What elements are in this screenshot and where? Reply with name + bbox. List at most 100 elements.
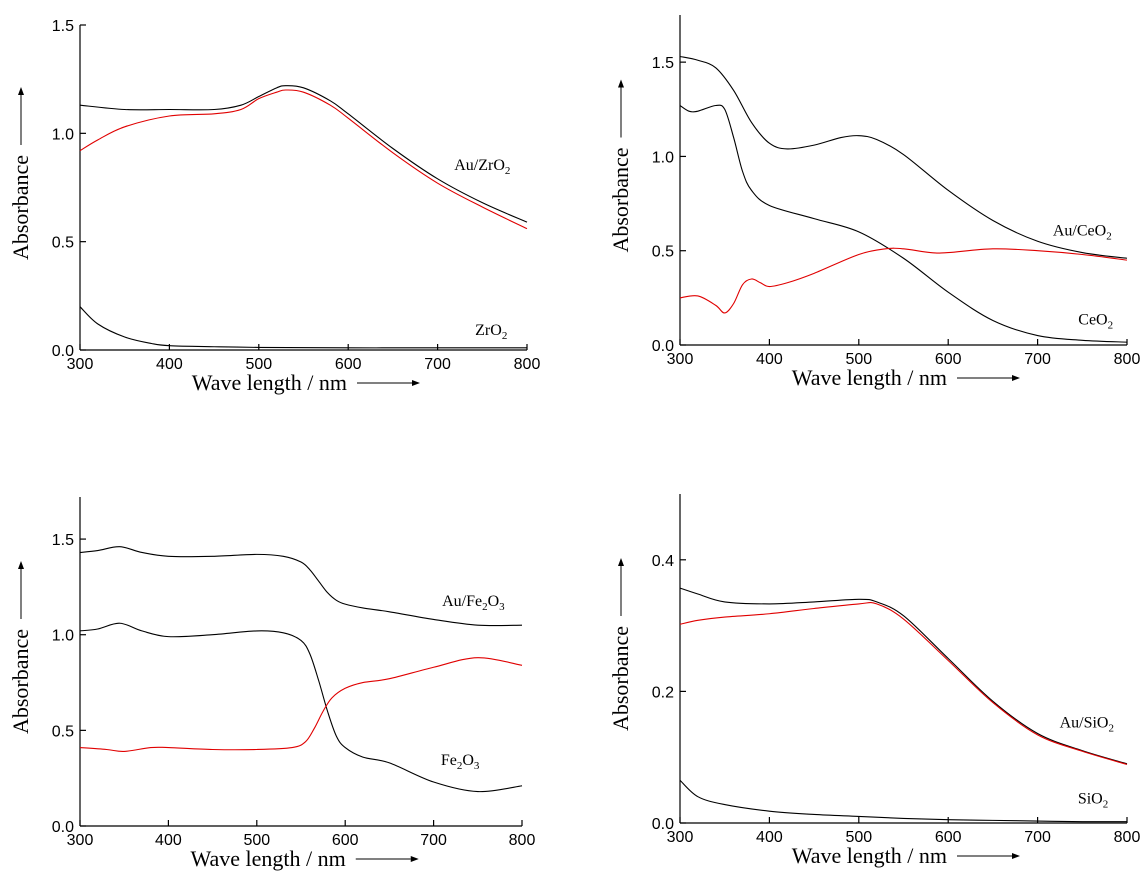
- series-label: Au/ZrO2: [454, 157, 510, 177]
- subscript: 2: [1103, 798, 1109, 810]
- y-tick-label: 0.5: [52, 723, 74, 740]
- chart-panel-3: 300 400 500 600 700 800 0.0 0.5 1.0 1.5 Wave lengt…: [8, 497, 535, 871]
- chart-panel-1: 300 400 500 600 700 800 0.0 0.5 1.0 1.5 Wave lengt…: [8, 18, 540, 395]
- y-axis-arrowhead: [618, 557, 624, 566]
- series-label: SiO2: [1078, 790, 1108, 810]
- label-part: O: [488, 593, 500, 610]
- y-axis-title: Absorbance: [608, 626, 633, 731]
- x-axis-title: Wave length / nm: [192, 370, 347, 395]
- x-tick-label: 600: [935, 829, 962, 846]
- y-axis-title: Absorbance: [608, 147, 633, 252]
- x-tick-label: 800: [1114, 829, 1141, 846]
- x-tick-label: 400: [155, 832, 182, 849]
- subscript: 2: [502, 330, 508, 342]
- x-tick-label: 300: [67, 356, 94, 373]
- y-tick-label: 0.4: [652, 553, 674, 570]
- x-axis-title: Wave length / nm: [792, 365, 947, 390]
- subscript: 2: [1106, 230, 1112, 242]
- series-label: Au/SiO2: [1060, 715, 1114, 735]
- x-tick-label: 700: [1024, 351, 1051, 368]
- label-part: CeO: [1078, 311, 1107, 328]
- y-tick-label: 0.0: [652, 338, 674, 355]
- x-axis-title: Wave length / nm: [191, 846, 346, 871]
- x-tick-label: 700: [1024, 829, 1051, 846]
- subscript: 2: [1108, 319, 1114, 331]
- subscript: 2: [1108, 722, 1114, 734]
- series-line-3: [79, 306, 527, 349]
- y-tick-label: 0.0: [652, 816, 674, 833]
- x-tick-label: 700: [420, 832, 447, 849]
- y-tick-label: 1.5: [652, 55, 674, 72]
- x-axis-arrowhead: [1012, 375, 1020, 381]
- y-tick-label: 1.0: [52, 126, 74, 143]
- label-part: ZrO: [475, 322, 502, 339]
- y-tick-label: 0.5: [52, 235, 74, 252]
- series-label: Au/CeO2: [1053, 223, 1112, 243]
- label-part: Au/SiO: [1060, 715, 1109, 732]
- label-part: Au/ZrO: [454, 157, 505, 174]
- y-axis-arrowhead: [618, 79, 624, 88]
- label-part: SiO: [1078, 790, 1103, 807]
- x-tick-label: 300: [667, 351, 694, 368]
- series-line-3: [79, 657, 523, 752]
- x-tick-label: 400: [756, 351, 783, 368]
- y-axis-title: Absorbance: [8, 155, 33, 260]
- x-tick-label: 800: [514, 356, 541, 373]
- series-label: Fe2O3: [441, 752, 480, 772]
- x-tick-label: 500: [245, 356, 272, 373]
- label-part: Au/CeO: [1053, 223, 1106, 240]
- x-axis-arrowhead: [412, 380, 420, 386]
- x-tick-label: 500: [845, 829, 872, 846]
- x-tick-label: 500: [845, 351, 872, 368]
- x-axis-arrowhead: [1012, 853, 1020, 859]
- x-tick-label: 400: [756, 829, 783, 846]
- series-line-1: [79, 85, 528, 223]
- x-tick-label: 500: [243, 832, 270, 849]
- series-label: ZrO2: [475, 322, 507, 342]
- x-tick-label: 800: [509, 832, 536, 849]
- y-tick-label: 1.5: [52, 18, 74, 35]
- label-part: Au/Fe: [442, 593, 482, 610]
- subscript: 3: [474, 760, 480, 772]
- chart-panel-4: 300 400 500 600 700 800 0.0 0.2 0.4 Wave length /…: [608, 494, 1140, 868]
- x-axis-title: Wave length / nm: [792, 843, 947, 868]
- y-tick-label: 0.0: [52, 819, 74, 836]
- series-line-2: [679, 602, 1128, 765]
- series-line-3: [679, 779, 1128, 823]
- y-tick-label: 0.5: [652, 244, 674, 261]
- x-tick-label: 300: [67, 832, 94, 849]
- subscript: 2: [457, 760, 463, 772]
- y-tick-label: 0.2: [652, 684, 674, 701]
- x-tick-label: 800: [1114, 351, 1141, 368]
- series-line-2: [79, 89, 528, 230]
- series-line-2: [679, 104, 1128, 343]
- x-tick-label: 300: [667, 829, 694, 846]
- y-axis-arrowhead: [18, 86, 24, 95]
- y-tick-label: 0.0: [52, 343, 74, 360]
- series-line-3: [679, 247, 1128, 314]
- series-label: Au/Fe2O3: [442, 593, 505, 613]
- subscript: 2: [482, 601, 488, 613]
- x-tick-label: 700: [424, 356, 451, 373]
- label-part: O: [462, 752, 474, 769]
- subscript: 2: [505, 165, 511, 177]
- x-tick-label: 600: [332, 832, 359, 849]
- y-tick-label: 1.5: [52, 532, 74, 549]
- series-line-1: [679, 587, 1128, 765]
- series-line-1: [679, 55, 1128, 259]
- series-line-2: [79, 622, 523, 793]
- series-line-1: [79, 546, 523, 627]
- x-tick-label: 600: [935, 351, 962, 368]
- series-label: CeO2: [1078, 311, 1113, 331]
- label-part: Fe: [441, 752, 457, 769]
- x-axis-arrowhead: [410, 856, 419, 862]
- y-axis-arrowhead: [18, 560, 24, 569]
- subscript: 3: [499, 601, 505, 613]
- chart-panel-2: 300 400 500 600 700 800 0.0 0.5 1.0 1.5 Wave lengt…: [608, 15, 1140, 390]
- y-tick-label: 1.0: [52, 628, 74, 645]
- x-tick-label: 400: [156, 356, 183, 373]
- y-axis-title: Absorbance: [8, 629, 33, 734]
- x-tick-label: 600: [335, 356, 362, 373]
- y-tick-label: 1.0: [652, 149, 674, 166]
